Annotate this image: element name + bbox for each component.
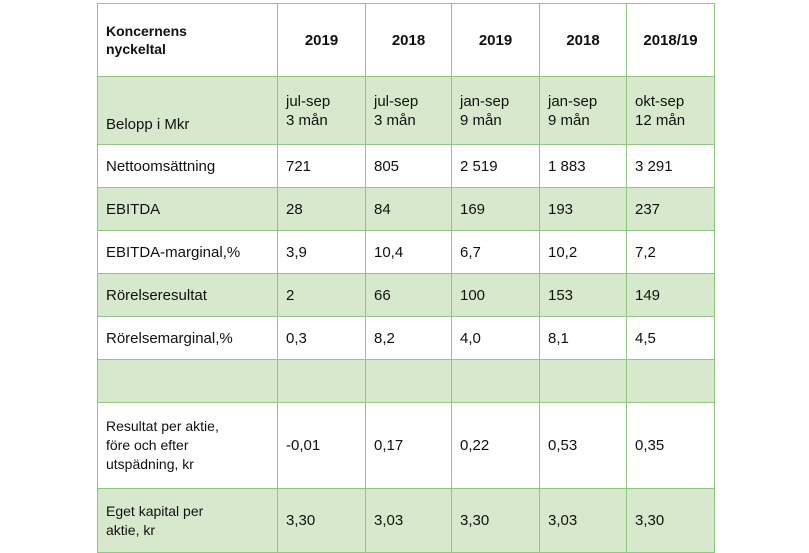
value-cell: 2 bbox=[277, 273, 366, 317]
value-cell: 0,53 bbox=[539, 402, 627, 489]
year-header: 2019 bbox=[451, 3, 540, 77]
corner-line-1: Koncernens bbox=[106, 23, 187, 39]
period-range: jul-sep bbox=[374, 92, 419, 110]
empty-cell bbox=[277, 359, 366, 403]
period-range: jan-sep bbox=[460, 92, 510, 110]
empty-cell bbox=[451, 359, 540, 403]
value-cell: 149 bbox=[626, 273, 715, 317]
corner-line-2: nyckeltal bbox=[106, 41, 166, 57]
row-label-line: före och efter bbox=[106, 437, 189, 453]
period-row-label: Belopp i Mkr bbox=[97, 76, 278, 145]
value-cell: 28 bbox=[277, 187, 366, 231]
row-label-line: Resultat per aktie, bbox=[106, 418, 219, 434]
value-cell: 7,2 bbox=[626, 230, 715, 274]
period-cell: jan-sep 9 mån bbox=[539, 76, 627, 145]
value-cell: 4,5 bbox=[626, 316, 715, 360]
row-label: Rörelsemarginal,% bbox=[97, 316, 278, 360]
key-figures-table: Koncernens nyckeltal 2019 2018 2019 2018… bbox=[97, 3, 715, 553]
empty-cell bbox=[626, 359, 715, 403]
row-label: Resultat per aktie, före och efter utspä… bbox=[97, 402, 278, 489]
value-cell: 3,9 bbox=[277, 230, 366, 274]
period-cell: jan-sep 9 mån bbox=[451, 76, 540, 145]
value-cell: 1 883 bbox=[539, 144, 627, 188]
header-row: Koncernens nyckeltal 2019 2018 2019 2018… bbox=[97, 3, 715, 77]
row-label: EBITDA-marginal,% bbox=[97, 230, 278, 274]
year-header: 2018 bbox=[539, 3, 627, 77]
value-cell: 3 291 bbox=[626, 144, 715, 188]
value-cell: 805 bbox=[365, 144, 452, 188]
value-cell: 100 bbox=[451, 273, 540, 317]
row-label: Eget kapital per aktie, kr bbox=[97, 488, 278, 553]
empty-cell bbox=[97, 359, 278, 403]
value-cell: 10,2 bbox=[539, 230, 627, 274]
table-row-operating-margin: Rörelsemarginal,% 0,3 8,2 4,0 8,1 4,5 bbox=[97, 316, 715, 360]
period-cell: okt-sep 12 mån bbox=[626, 76, 715, 145]
value-cell: 0,17 bbox=[365, 402, 452, 489]
year-header: 2018/19 bbox=[626, 3, 715, 77]
empty-cell bbox=[365, 359, 452, 403]
value-cell: 0,35 bbox=[626, 402, 715, 489]
value-cell: 3,30 bbox=[626, 488, 715, 553]
period-label-text: Belopp i Mkr bbox=[106, 116, 190, 133]
period-cell: jul-sep 3 mån bbox=[277, 76, 366, 145]
period-range: jul-sep bbox=[286, 92, 331, 110]
empty-cell bbox=[539, 359, 627, 403]
period-length: 9 mån bbox=[460, 111, 502, 129]
value-cell: 721 bbox=[277, 144, 366, 188]
value-cell: 8,1 bbox=[539, 316, 627, 360]
corner-header: Koncernens nyckeltal bbox=[97, 3, 278, 77]
period-length: 9 mån bbox=[548, 111, 590, 129]
year-header: 2018 bbox=[365, 3, 452, 77]
value-cell: 237 bbox=[626, 187, 715, 231]
period-length: 12 mån bbox=[635, 111, 686, 129]
value-cell: 3,03 bbox=[365, 488, 452, 553]
period-range: jan-sep bbox=[548, 92, 598, 110]
value-cell: -0,01 bbox=[277, 402, 366, 489]
value-cell: 153 bbox=[539, 273, 627, 317]
value-cell: 193 bbox=[539, 187, 627, 231]
value-cell: 6,7 bbox=[451, 230, 540, 274]
period-cell: jul-sep 3 mån bbox=[365, 76, 452, 145]
table-row-ebitda: EBITDA 28 84 169 193 237 bbox=[97, 187, 715, 231]
period-length: 3 mån bbox=[286, 111, 328, 129]
row-label-line: utspädning, kr bbox=[106, 456, 194, 472]
period-row: Belopp i Mkr jul-sep 3 mån jul-sep 3 mån j… bbox=[97, 76, 715, 145]
key-figures-table-wrapper: Koncernens nyckeltal 2019 2018 2019 2018… bbox=[97, 3, 715, 553]
table-row-net-sales: Nettoomsättning 721 805 2 519 1 883 3 29… bbox=[97, 144, 715, 188]
table-row-empty bbox=[97, 359, 715, 403]
value-cell: 66 bbox=[365, 273, 452, 317]
year-header: 2019 bbox=[277, 3, 366, 77]
value-cell: 84 bbox=[365, 187, 452, 231]
row-label-line: aktie, kr bbox=[106, 521, 156, 538]
table-row-ebitda-margin: EBITDA-marginal,% 3,9 10,4 6,7 10,2 7,2 bbox=[97, 230, 715, 274]
table-row-eps: Resultat per aktie, före och efter utspä… bbox=[97, 402, 715, 489]
value-cell: 0,3 bbox=[277, 316, 366, 360]
table-row-equity: Eget kapital per aktie, kr 3,30 3,03 3,3… bbox=[97, 488, 715, 553]
value-cell: 10,4 bbox=[365, 230, 452, 274]
value-cell: 0,22 bbox=[451, 402, 540, 489]
value-cell: 3,30 bbox=[451, 488, 540, 553]
value-cell: 2 519 bbox=[451, 144, 540, 188]
row-label: Nettoomsättning bbox=[97, 144, 278, 188]
value-cell: 4,0 bbox=[451, 316, 540, 360]
row-label: EBITDA bbox=[97, 187, 278, 231]
value-cell: 3,03 bbox=[539, 488, 627, 553]
value-cell: 3,30 bbox=[277, 488, 366, 553]
value-cell: 169 bbox=[451, 187, 540, 231]
period-range: okt-sep bbox=[635, 92, 685, 110]
value-cell: 8,2 bbox=[365, 316, 452, 360]
row-label-line: Eget kapital per bbox=[106, 502, 204, 519]
period-length: 3 mån bbox=[374, 111, 416, 129]
row-label: Rörelseresultat bbox=[97, 273, 278, 317]
table-row-operating-result: Rörelseresultat 2 66 100 153 149 bbox=[97, 273, 715, 317]
